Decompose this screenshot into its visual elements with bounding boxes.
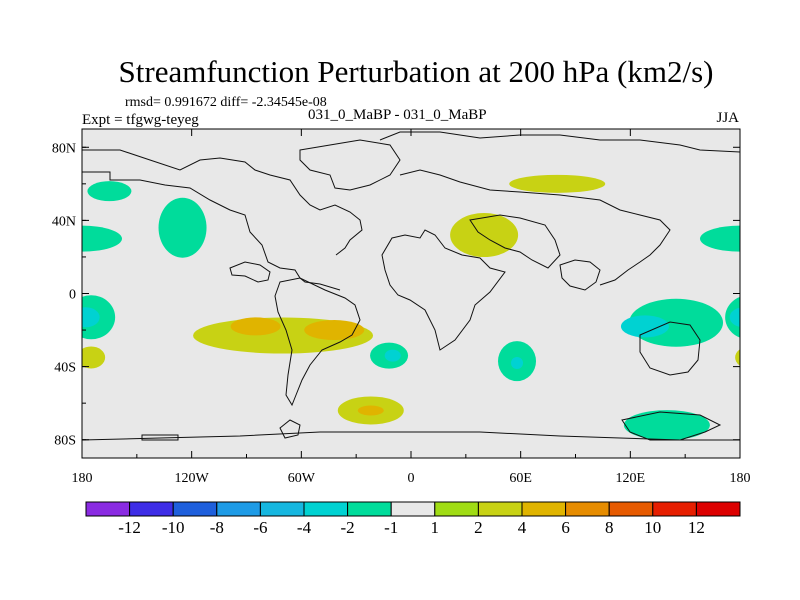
rmsd-diff-stats: rmsd= 0.991672 diff= -2.34545e-08: [125, 95, 327, 110]
coastlines: [82, 131, 740, 441]
map-background: [82, 129, 740, 458]
colorbar-level-label: 10: [644, 518, 661, 537]
x-tick-label: 0: [408, 471, 415, 486]
contour-region-south-america-tropics-core: [230, 317, 281, 336]
contour-region-south-america-tropics-core-2: [304, 320, 365, 341]
colorbar-swatch: [521, 501, 567, 517]
colorbar-level-label: 6: [561, 518, 570, 537]
contour-region-tropical-pacific-west-core-wrap: [729, 307, 740, 327]
y-tick-label: 0: [69, 288, 76, 303]
x-tick-label: 120W: [175, 471, 210, 486]
contour-region-south-pacific-west-wrap: [735, 349, 740, 366]
contour-region-indian-ocean-core: [511, 356, 524, 369]
x-tick-label: 60E: [509, 471, 532, 486]
contour-region-australia-south: [623, 410, 710, 441]
contour-region-south-atlantic-core: [384, 349, 401, 362]
colorbar-swatch: [129, 501, 174, 517]
colorbar-level-label: -1: [384, 518, 398, 537]
experiment-label: Expt = tfgwg-teyeg: [82, 112, 199, 128]
colorbar-level-label: -8: [210, 518, 224, 537]
contour-regions: [82, 174, 740, 441]
chart-title: Streamfunction Perturbation at 200 hPa (…: [118, 54, 714, 89]
contour-region-north-asia: [509, 174, 606, 193]
colorbar-level-label: 1: [431, 518, 440, 537]
x-tick-label: 180: [730, 471, 751, 486]
colorbar-level-label: -6: [253, 518, 267, 537]
contour-region-north-pacific-west: [700, 225, 740, 252]
colorbar-swatch: [608, 501, 654, 517]
y-tick-label: 40N: [52, 214, 76, 229]
contour-region-south-pacific-west: [82, 346, 106, 369]
case-label: 031_0_MaBP - 031_0_MaBP: [308, 107, 487, 123]
colorbar-swatch: [172, 501, 218, 517]
colorbar-swatch: [259, 501, 305, 517]
colorbar-swatch: [347, 501, 392, 517]
x-tick-label: 180: [72, 471, 93, 486]
y-tick-label: 80S: [54, 434, 76, 449]
x-tick-label: 60W: [288, 471, 316, 486]
colorbar-level-label: -10: [162, 518, 185, 537]
colorbar-swatch: [390, 501, 436, 517]
colorbar-swatch: [652, 501, 697, 517]
colorbar-swatch: [85, 501, 131, 517]
axis-ticks: 180 120W 60W 0 60E 120E 180 80N 40N 0 40S 80S: [52, 129, 751, 486]
contour-region-north-pacific-west-wrap: [82, 225, 122, 252]
colorbar-level-label: 12: [688, 518, 705, 537]
colorbar-swatch: [216, 501, 261, 517]
season-label: JJA: [716, 110, 739, 126]
colorbar-swatch: [434, 501, 479, 517]
contour-region-tropical-pacific-west-core: [82, 307, 100, 328]
colorbar-swatch: [695, 501, 741, 517]
contour-region-north-pacific-ne: [87, 181, 132, 202]
colorbar-level-label: -2: [341, 518, 355, 537]
colorbar-level-label: 4: [518, 518, 527, 537]
colorbar-level-label: -4: [297, 518, 312, 537]
colorbar-level-label: 2: [474, 518, 483, 537]
contour-region-west-pacific-tropics-core: [620, 315, 669, 338]
colorbar-level-label: 8: [605, 518, 614, 537]
colorbar-swatch: [565, 501, 610, 517]
colorbar-swatch: [477, 501, 523, 517]
y-tick-label: 80N: [52, 141, 76, 156]
colorbar-swatch: [303, 501, 349, 517]
colorbar-level-label: -12: [118, 518, 141, 537]
contour-region-southern-ocean-atlantic-core: [357, 405, 384, 416]
x-tick-label: 120E: [616, 471, 646, 486]
contour-region-north-pacific-east: [158, 197, 207, 258]
y-tick-label: 40S: [54, 361, 76, 376]
